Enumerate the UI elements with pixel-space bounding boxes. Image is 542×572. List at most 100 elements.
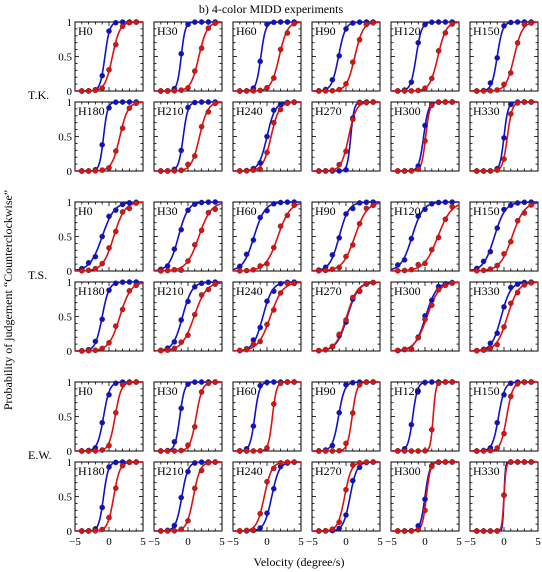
panel-label: H120 [394,204,421,218]
red-data-point [85,267,92,274]
red-data-point [370,99,377,105]
y-tick-label: 0.5 [58,52,72,64]
red-data-point [494,341,501,348]
red-data-point [528,99,535,105]
psychometric-panel: H180 1 0.5 0 [58,97,144,178]
psychometric-panel: H330 [469,99,539,174]
red-data-point [205,460,212,466]
panel-label: H30 [157,204,178,218]
red-data-point [336,161,343,168]
blue-data-point [99,316,106,323]
red-data-point [79,348,85,354]
psychometric-panel: H60 [232,19,302,94]
blue-data-point [178,494,185,501]
red-data-point [401,528,408,534]
red-data-point [264,84,270,91]
x-tick-label: 5 [219,536,225,548]
red-data-point [350,59,356,65]
red-data-point [350,410,356,416]
psychometric-panel: H240 [232,99,302,174]
red-data-point [508,459,514,465]
psychometric-panel: H90 [311,19,381,94]
red-data-point [514,40,521,46]
red-data-point [212,100,219,107]
red-data-point [449,280,456,286]
red-data-point [408,448,415,454]
subject-label: T.K. [28,88,49,102]
blue-data-point [198,99,205,105]
blue-data-point [257,214,264,221]
panel-label: H240 [236,104,263,118]
red-data-point [119,125,126,131]
red-data-point [92,347,99,354]
panel-label: H60 [236,384,257,398]
y-tick-label: 1 [67,377,73,389]
psychometric-panel: H0 1 0.5 0 [58,17,144,98]
red-data-point [113,228,119,235]
red-data-point [198,45,205,51]
red-data-point [271,465,277,472]
red-data-point [501,492,507,498]
red-data-point [284,379,291,385]
blue-data-point [494,225,501,231]
red-data-point [415,87,422,94]
blue-data-point [106,28,112,34]
red-data-point [250,448,257,454]
red-data-point [480,267,487,274]
blue-data-point [171,339,178,345]
red-data-point [291,459,298,465]
panel-label: H90 [315,24,336,38]
blue-data-point [212,199,219,205]
red-data-point [370,379,377,385]
blue-data-point [178,405,185,412]
psychometric-panel: H30 [153,19,223,94]
blue-data-point [264,510,270,516]
red-data-point [395,448,401,454]
red-data-point [126,379,133,386]
red-data-point [99,447,106,453]
blue-data-point [449,199,456,205]
red-data-point [171,448,178,454]
red-data-point [415,526,422,533]
y-tick-label: 0 [67,526,73,538]
x-axis-label: Velocity (degree/s) [254,555,345,569]
red-data-point [521,282,528,288]
blue-data-point [429,297,435,304]
blue-data-point [350,379,356,386]
red-data-point [106,245,112,251]
red-data-point [257,448,264,454]
red-data-point [350,462,356,468]
panel-label: H240 [236,464,263,478]
blue-data-point [126,200,133,206]
red-data-point [435,99,442,105]
blue-data-point [192,284,198,290]
psychometric-panel: H120 [390,19,460,94]
red-data-point [198,123,205,130]
blue-data-point [401,257,408,263]
red-data-point [164,347,171,353]
blue-data-point [329,252,336,258]
blue-data-point [514,200,521,206]
red-data-point [113,409,119,416]
blue-data-point [113,207,119,213]
red-data-point [158,347,164,354]
blue-data-point [113,19,119,26]
red-data-point [329,167,336,173]
x-tick-label: −5 [385,536,397,548]
blue-data-point [106,287,112,294]
red-data-point [350,242,356,248]
blue-data-point [250,237,257,243]
red-data-point [164,267,171,274]
y-tick-label: 0 [67,446,73,458]
blue-data-point [113,459,119,466]
panel-label: H330 [473,284,500,298]
red-data-point [501,251,507,257]
red-data-point [85,528,92,534]
red-data-point [178,339,185,345]
x-tick-label: 5 [377,536,383,548]
red-data-point [501,81,507,88]
red-data-point [192,485,198,492]
blue-data-point [92,338,99,345]
psychometric-panel: H330 −5 0 5 [464,459,541,548]
red-data-point [508,393,514,400]
